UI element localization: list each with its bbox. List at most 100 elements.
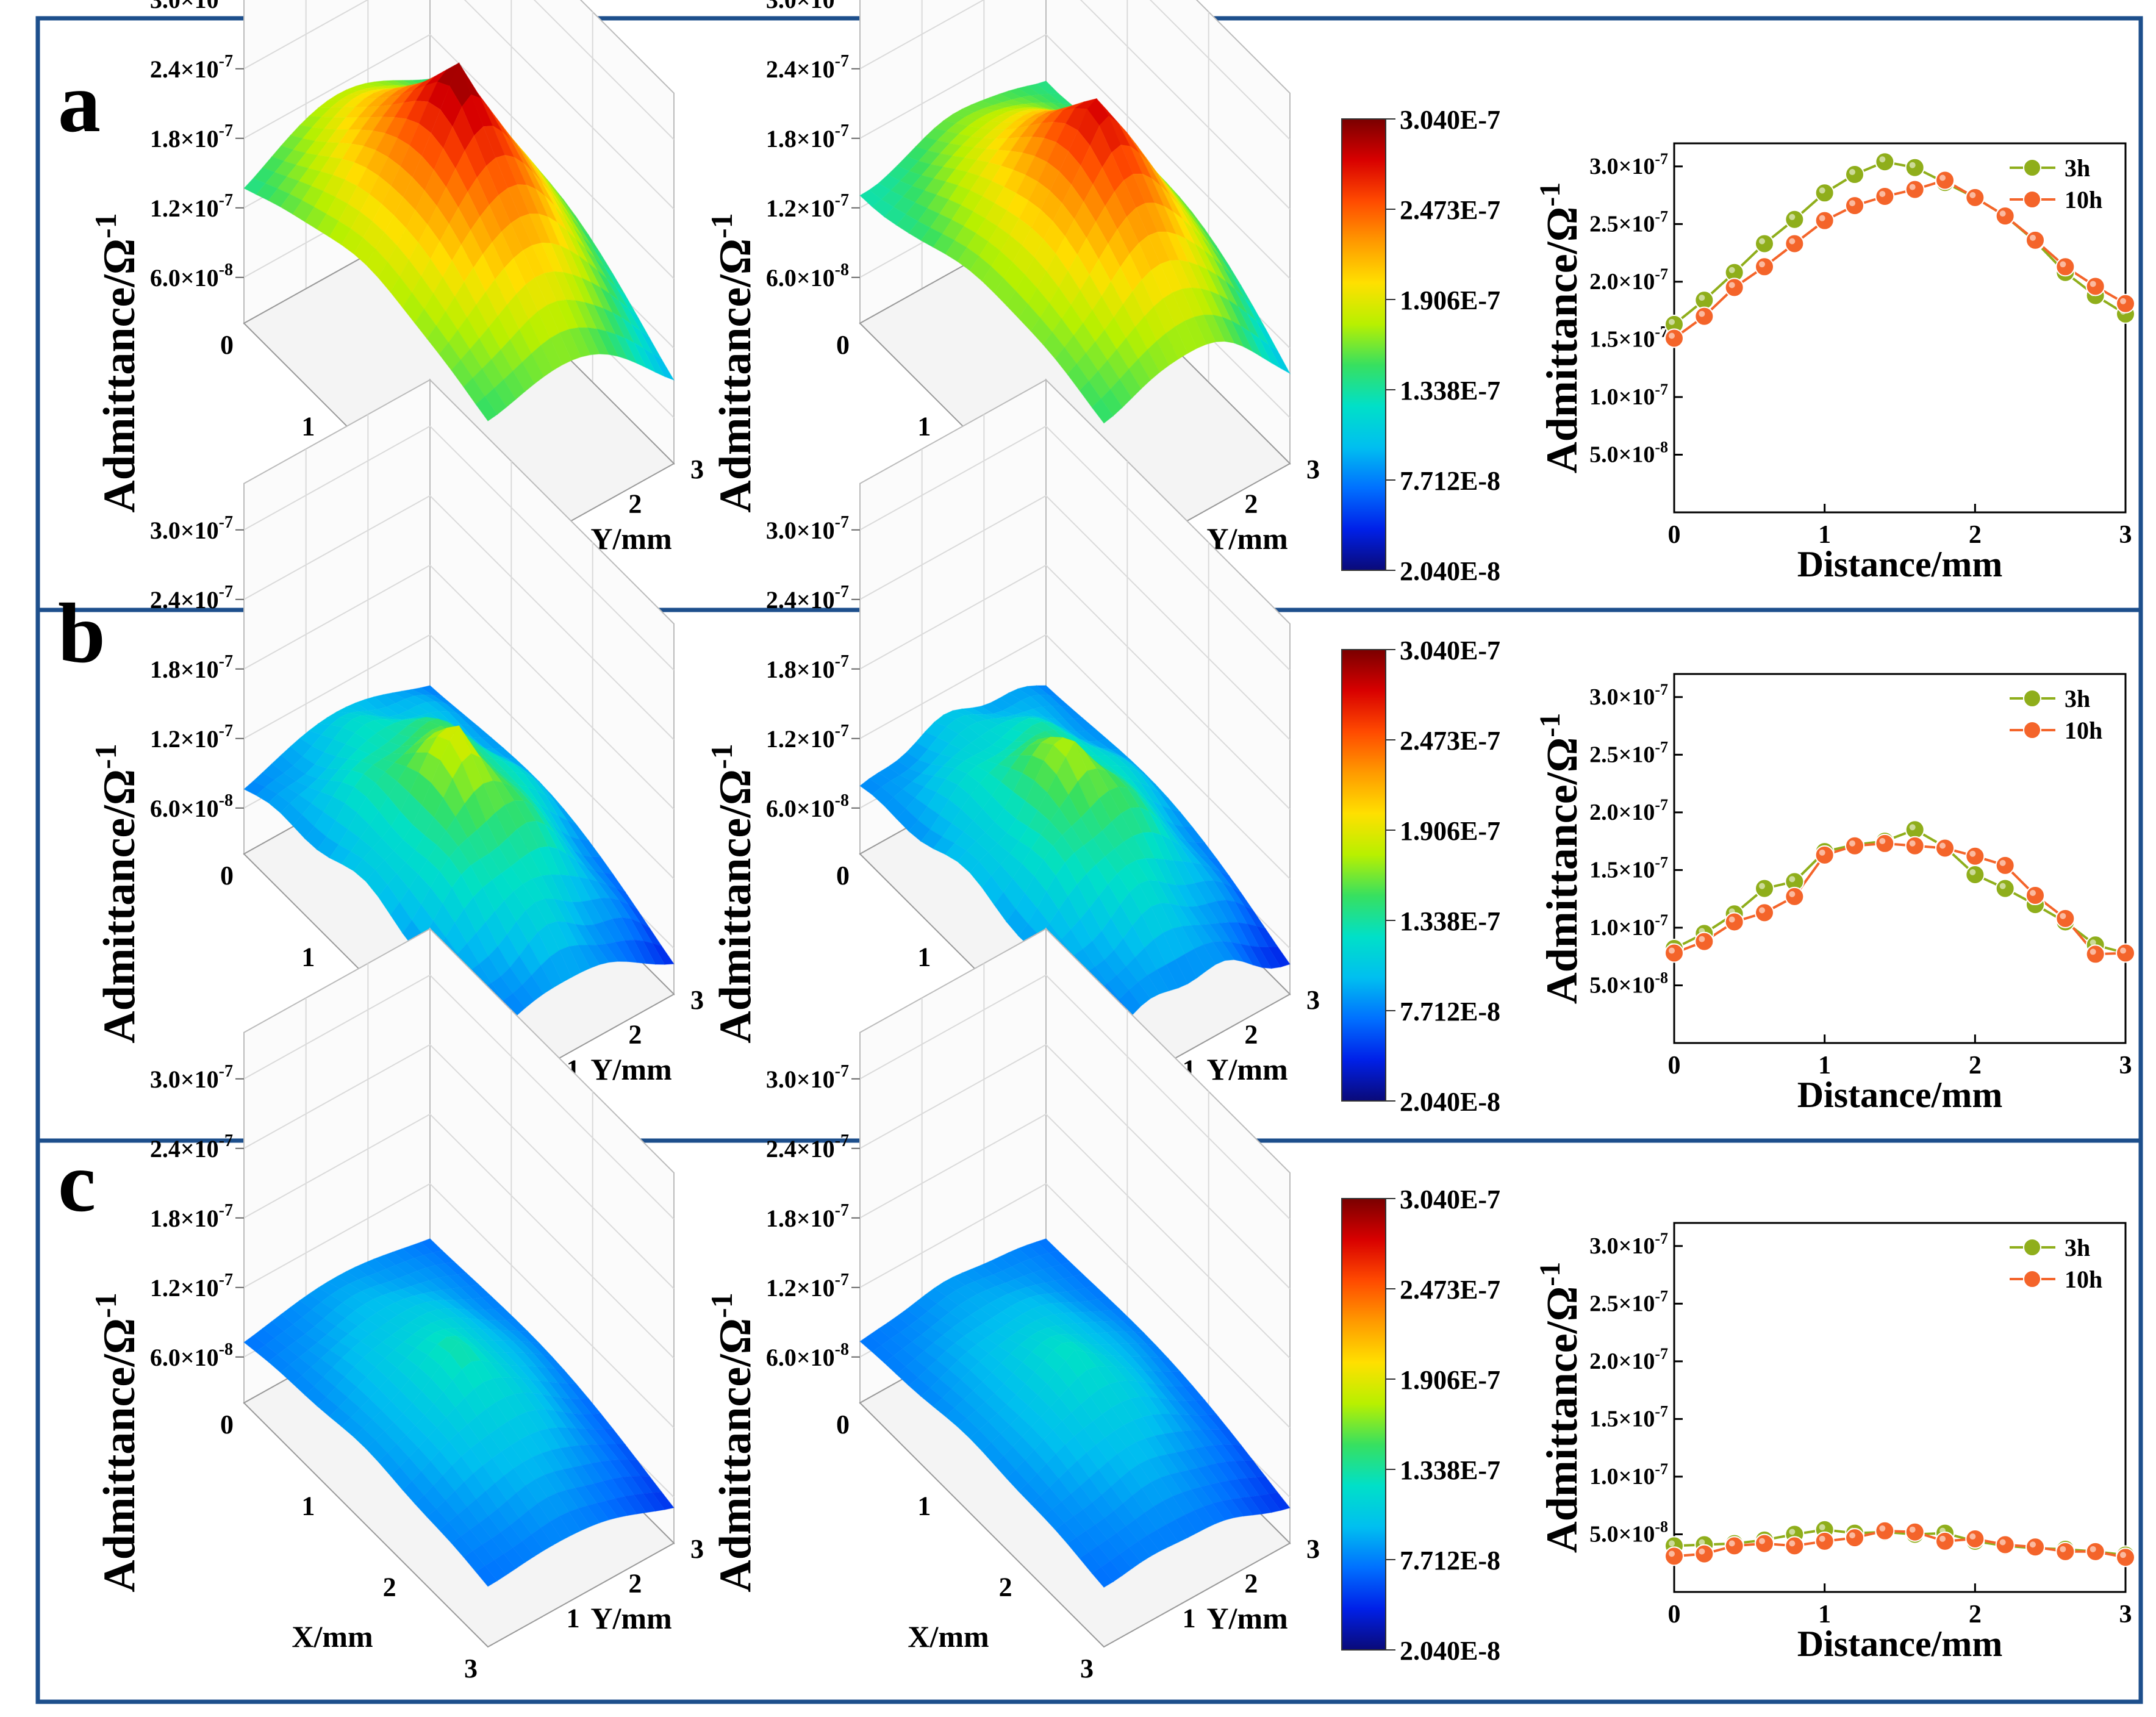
- data-point-highlight: [1819, 215, 1825, 221]
- data-point-highlight: [1669, 947, 1675, 954]
- data-point-highlight: [1879, 190, 1886, 197]
- z-tick-exponent: -7: [219, 52, 233, 71]
- y-tick-label: 3: [1306, 985, 1320, 1015]
- surface-cell: [1258, 946, 1281, 969]
- z-tick-label: 1.8×10-7: [766, 121, 849, 152]
- surface-plot: 3.0×10-72.4×10-71.8×10-71.2×10-76.0×10-8…: [704, 0, 1320, 604]
- data-point-highlight: [1728, 267, 1735, 273]
- x-tick-label: 3: [464, 1654, 478, 1683]
- data-point-10h: [1845, 836, 1864, 856]
- y-tick-label: 2: [1244, 489, 1258, 519]
- x-tick-label: 0: [836, 1410, 850, 1439]
- data-point-highlight: [1909, 840, 1916, 847]
- colorbar-label: 1.906E-7: [1400, 816, 1500, 846]
- z-tick-mantissa: 3.0×10: [766, 0, 835, 13]
- z-tick-mantissa: 1.8×10: [766, 656, 835, 683]
- z-axis-label: Admittance/Ω-1: [704, 213, 761, 512]
- surface-mesh: [243, 62, 675, 422]
- z-tick-exponent: -8: [219, 791, 233, 810]
- colorbar-label: 3.040E-7: [1400, 105, 1500, 135]
- y-tick-mantissa: 1.5×10: [1589, 326, 1655, 352]
- data-point-highlight: [2060, 1546, 2066, 1552]
- data-point-highlight: [2030, 234, 2036, 241]
- y-tick-label: 5.0×10-8: [1589, 438, 1668, 467]
- data-point-highlight: [1969, 192, 1976, 198]
- x-axis-label: Distance/mm: [1797, 1624, 2003, 1664]
- colorbar-label: 2.473E-7: [1400, 1275, 1500, 1305]
- data-point-10h: [1755, 903, 1774, 923]
- z-tick-label: 1.8×10-7: [150, 121, 233, 152]
- legend-marker: [2023, 689, 2041, 708]
- y-axis-label: Admittance/Ω-1: [1534, 713, 1586, 1005]
- z-tick-exponent: -7: [835, 52, 849, 71]
- z-tick-mantissa: 2.4×10: [150, 586, 219, 614]
- y-tick-label: 3.0×10-7: [1589, 150, 1668, 179]
- data-point-highlight: [1759, 238, 1765, 245]
- y-tick-mantissa: 1.5×10: [1589, 857, 1655, 883]
- legend-marker: [2023, 159, 2041, 177]
- z-tick-exponent: -8: [835, 1340, 849, 1359]
- data-point-highlight: [1789, 1540, 1796, 1547]
- z-axis-label-sup: -1: [88, 1292, 123, 1318]
- z-tick-label: 2.4×10-7: [150, 582, 233, 614]
- data-point-10h: [1845, 196, 1864, 216]
- z-tick-mantissa: 1.8×10: [766, 1205, 835, 1232]
- y-tick-label: 1.0×10-7: [1589, 381, 1668, 410]
- z-tick-exponent: -7: [835, 1271, 849, 1289]
- surface-cell: [1091, 398, 1114, 424]
- data-point-10h: [1875, 186, 1895, 206]
- series-line-3h: [1673, 160, 2127, 326]
- legend-label: 3h: [2065, 154, 2090, 182]
- z-tick-exponent: -8: [835, 791, 849, 810]
- z-tick-exponent: -8: [835, 260, 849, 279]
- z-tick-mantissa: 2.4×10: [150, 1135, 219, 1163]
- data-point-highlight: [1939, 174, 1946, 181]
- y-axis-label-main: Admittance/Ω: [1538, 737, 1586, 1005]
- y-tick-mantissa: 5.0×10: [1589, 1521, 1655, 1547]
- data-point-10h: [1905, 1522, 1925, 1542]
- z-tick-label: 3.0×10-7: [150, 0, 233, 13]
- surface-cell: [1091, 1566, 1114, 1588]
- data-point-highlight: [1669, 1550, 1675, 1557]
- y-tick-mantissa: 3.0×10: [1589, 684, 1655, 710]
- z-tick-exponent: -7: [835, 652, 849, 671]
- data-point-highlight: [2060, 261, 2066, 268]
- x-tick-label: 1: [1818, 521, 1831, 549]
- data-point-highlight: [2090, 1546, 2096, 1552]
- data-point-10h: [1664, 1546, 1684, 1566]
- z-tick-mantissa: 1.8×10: [766, 125, 835, 152]
- z-tick-label: 1.2×10-7: [150, 191, 233, 222]
- data-point-3h: [1785, 209, 1805, 229]
- x-tick-label: 1: [301, 411, 315, 441]
- y-tick-mantissa: 1.0×10: [1589, 1464, 1655, 1489]
- y-tick-mantissa: 1.0×10: [1589, 915, 1655, 941]
- surface-plot: 3.0×10-72.4×10-71.8×10-71.2×10-76.0×10-8…: [88, 378, 704, 1135]
- z-tick-mantissa: 2.4×10: [766, 1135, 835, 1163]
- y-tick-mantissa: 2.0×10: [1589, 1349, 1655, 1374]
- y-axis-label: Y/mm: [1206, 1052, 1288, 1086]
- z-tick-exponent: -7: [219, 1062, 233, 1081]
- y-tick-label: 3: [1306, 1534, 1320, 1564]
- line-chart: 0 1 2 33.0×10-72.5×10-72.0×10-71.5×10-71.0×…: [1534, 1222, 2135, 1664]
- colorbar-label: 2.473E-7: [1400, 195, 1500, 225]
- data-point-highlight: [1879, 837, 1886, 844]
- data-point-highlight: [1699, 1548, 1705, 1555]
- series-line-10h: [1674, 1529, 2126, 1559]
- x-tick-label: 2: [1969, 1052, 1982, 1080]
- surface-cell: [1230, 941, 1254, 966]
- y-tick-label: 1: [1183, 1603, 1196, 1633]
- data-point-highlight: [1699, 310, 1705, 317]
- y-tick-label: 2.0×10-7: [1589, 796, 1668, 825]
- surface-plot: 3.0×10-72.4×10-71.8×10-71.2×10-76.0×10-8…: [704, 378, 1320, 1135]
- series-line-3h: [1674, 828, 2126, 955]
- data-point-highlight: [2090, 948, 2096, 955]
- z-axis-label-main: Admittance/Ω: [95, 769, 145, 1044]
- data-point-10h: [1694, 1544, 1714, 1564]
- panel-letter: c: [58, 1135, 96, 1230]
- colorbar-label: 2.040E-8: [1400, 1636, 1500, 1666]
- surface-plot: 3.0×10-72.4×10-71.8×10-71.2×10-76.0×10-8…: [88, 0, 704, 604]
- data-point-3h: [1995, 878, 2015, 898]
- y-tick-mantissa: 3.0×10: [1589, 1233, 1655, 1259]
- data-point-10h: [1965, 187, 1985, 207]
- z-tick-mantissa: 1.2×10: [150, 1274, 219, 1302]
